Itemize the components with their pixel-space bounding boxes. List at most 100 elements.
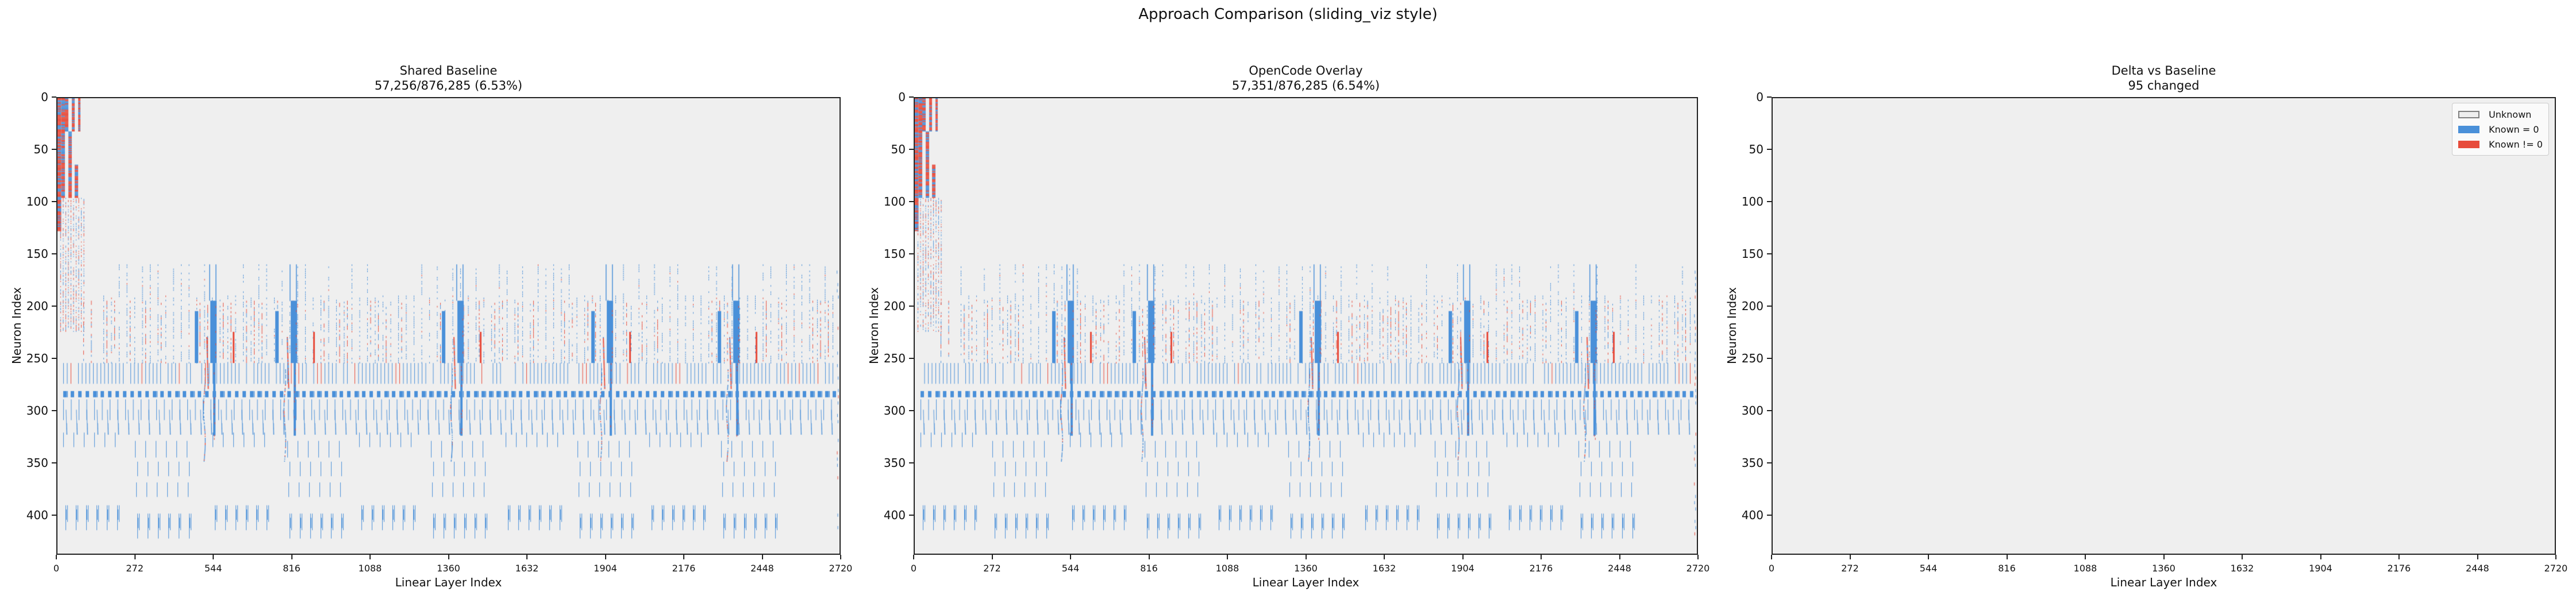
x-tick-mark [1148,555,1150,559]
y-tick-mark [1767,462,1772,463]
x-tick-mark [683,555,684,559]
x-tick-label: 1360 [437,563,460,574]
x-tick-mark [56,555,57,559]
x-tick-mark [1070,555,1071,559]
x-tick-mark [1697,555,1699,559]
y-tick-mark [909,148,914,150]
panel-title: OpenCode Overlay 57,351/876,285 (6.54%) [914,63,1698,93]
y-tick-label: 50 [1749,142,1763,156]
y-tick-mark [1767,305,1772,307]
x-tick-mark [134,555,136,559]
x-tick-label: 2176 [1529,563,1553,574]
y-tick-label: 150 [883,246,906,261]
y-tick-mark [1767,96,1772,98]
y-tick-mark [909,200,914,202]
y-tick-label: 150 [26,246,48,261]
y-tick-label: 250 [883,351,906,365]
panel-title-stats: 57,256/876,285 (6.53%) [374,79,523,92]
y-tick-mark [909,514,914,516]
panel-title-stats: 95 changed [2128,79,2200,92]
x-tick-label: 1088 [1215,563,1239,574]
y-tick-mark [1767,357,1772,359]
x-tick-label: 816 [1998,563,2016,574]
y-tick-label: 200 [883,299,906,313]
y-tick-mark [52,357,56,359]
legend-entry-unknown: Unknown [2458,107,2543,122]
y-tick-label: 200 [1741,299,1763,313]
x-tick-mark [1305,555,1307,559]
x-tick-label: 816 [1140,563,1158,574]
x-tick-mark [2242,555,2243,559]
x-tick-mark [913,555,914,559]
y-tick-mark [909,305,914,307]
panel-opencode-overlay: OpenCode Overlay 57,351/876,285 (6.54%) … [857,0,1719,599]
x-tick-mark [840,555,841,559]
x-tick-mark [2555,555,2556,559]
panel-title-main: Delta vs Baseline [2111,64,2216,78]
x-tick-label: 1360 [2152,563,2175,574]
x-tick-mark [1619,555,1620,559]
heatmap-axes [914,97,1698,555]
legend-swatch-unknown [2458,110,2480,118]
x-tick-label: 2176 [2387,563,2411,574]
x-tick-label: 1904 [1451,563,1474,574]
x-axis-label: Linear Layer Index [395,575,502,589]
x-tick-mark [2085,555,2086,559]
x-tick-label: 1904 [594,563,617,574]
y-tick-mark [909,357,914,359]
x-tick-mark [761,555,763,559]
y-tick-mark [52,253,56,254]
x-tick-mark [2163,555,2165,559]
y-tick-mark [52,305,56,307]
y-tick-label: 350 [883,455,906,470]
legend-swatch-known-zero [2458,125,2480,133]
x-tick-label: 0 [910,563,917,574]
x-tick-mark [2320,555,2321,559]
x-tick-label: 2448 [2466,563,2489,574]
x-tick-mark [526,555,527,559]
y-tick-label: 400 [883,508,906,522]
x-tick-label: 1904 [2309,563,2332,574]
y-tick-label: 300 [26,403,48,418]
x-tick-label: 272 [983,563,1001,574]
heatmap-canvas [915,98,1696,553]
y-tick-mark [909,462,914,463]
figure-suptitle: Approach Comparison (sliding_viz style) [1138,6,1438,23]
heatmap-canvas [1773,98,2554,553]
x-tick-label: 544 [1919,563,1938,574]
y-tick-mark [909,253,914,254]
panel-title: Shared Baseline 57,256/876,285 (6.53%) [56,63,841,93]
y-tick-label: 350 [26,455,48,470]
panel-delta-vs-baseline: Delta vs Baseline 95 changed Unknown Kno… [1715,0,2576,599]
x-tick-label: 1632 [1372,563,1396,574]
x-tick-mark [1227,555,1228,559]
x-tick-mark [1771,555,1772,559]
x-tick-label: 1360 [1294,563,1318,574]
x-tick-mark [1849,555,1851,559]
y-tick-label: 400 [26,508,48,522]
x-tick-mark [213,555,214,559]
y-tick-label: 250 [26,351,48,365]
x-tick-mark [2006,555,2008,559]
x-tick-label: 2176 [672,563,696,574]
heatmap-axes: Unknown Known = 0 Known != 0 [1772,97,2556,555]
heatmap-canvas [57,98,839,553]
y-tick-mark [1767,253,1772,254]
x-tick-label: 0 [1768,563,1775,574]
x-tick-mark [2398,555,2400,559]
x-tick-label: 272 [1841,563,1859,574]
heatmap-axes [56,97,841,555]
x-tick-mark [1541,555,1542,559]
y-tick-label: 300 [1741,403,1763,418]
y-tick-label: 300 [883,403,906,418]
x-tick-mark [369,555,371,559]
y-tick-mark [52,200,56,202]
x-tick-label: 0 [53,563,60,574]
x-tick-label: 2720 [829,563,853,574]
x-axis-label: Linear Layer Index [1252,575,1360,589]
x-tick-mark [991,555,993,559]
x-tick-label: 544 [204,563,222,574]
y-tick-mark [1767,409,1772,411]
y-tick-label: 50 [33,142,48,156]
x-tick-label: 1632 [2230,563,2254,574]
